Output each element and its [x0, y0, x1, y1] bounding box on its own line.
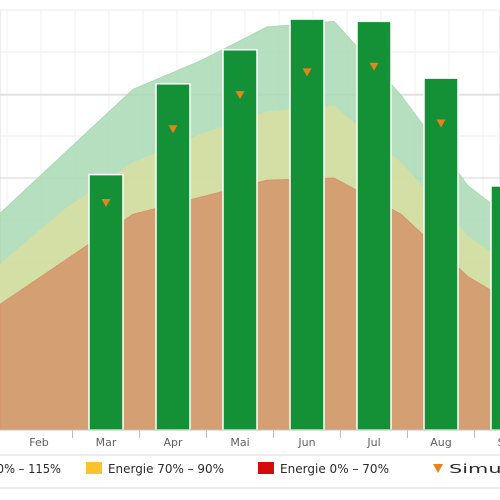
- bar-aug: [423, 77, 459, 431]
- legend: Energie 90% – 115% Energie 70% – 90% Energ…: [0, 454, 500, 489]
- legend-label-0: Energie 90% – 115%: [0, 462, 61, 476]
- x-tick-label: Feb: [29, 436, 48, 449]
- bar-jul: [356, 20, 392, 431]
- x-tick-label: Mar: [96, 436, 117, 449]
- x-tick-label: Aug: [430, 436, 451, 449]
- x-tick-label: Sep: [498, 436, 500, 449]
- simulation-marker-jun: [302, 68, 312, 77]
- legend-swatch-2: [258, 462, 274, 474]
- legend-label-1: Energie 70% – 90%: [108, 462, 224, 476]
- bar-layer: [88, 18, 500, 431]
- x-tick-label: Jul: [366, 436, 380, 449]
- bar-mar: [88, 173, 124, 431]
- x-tick-label: Mai: [230, 436, 249, 449]
- bar-mai: [222, 48, 258, 431]
- marker-layer: [101, 62, 446, 207]
- legend-label-3: Simulation: [449, 462, 500, 476]
- bar-sep: [490, 185, 500, 431]
- simulation-marker-mar: [101, 198, 111, 207]
- legend-swatch-3: [433, 464, 443, 473]
- simulation-marker-aug: [436, 119, 446, 128]
- x-tick-label: Apr: [163, 436, 183, 449]
- x-tick-label: Jun: [297, 436, 315, 449]
- legend-label-2: Energie 0% – 70%: [280, 462, 389, 476]
- bar-apr: [155, 83, 191, 431]
- bar-jun: [289, 18, 325, 431]
- x-axis: FebMarAprMaiJunJulAugSepOkt: [0, 429, 500, 449]
- simulation-marker-mai: [235, 91, 245, 100]
- simulation-marker-jul: [369, 62, 379, 71]
- simulation-marker-apr: [168, 125, 178, 134]
- legend-swatch-1: [86, 462, 102, 474]
